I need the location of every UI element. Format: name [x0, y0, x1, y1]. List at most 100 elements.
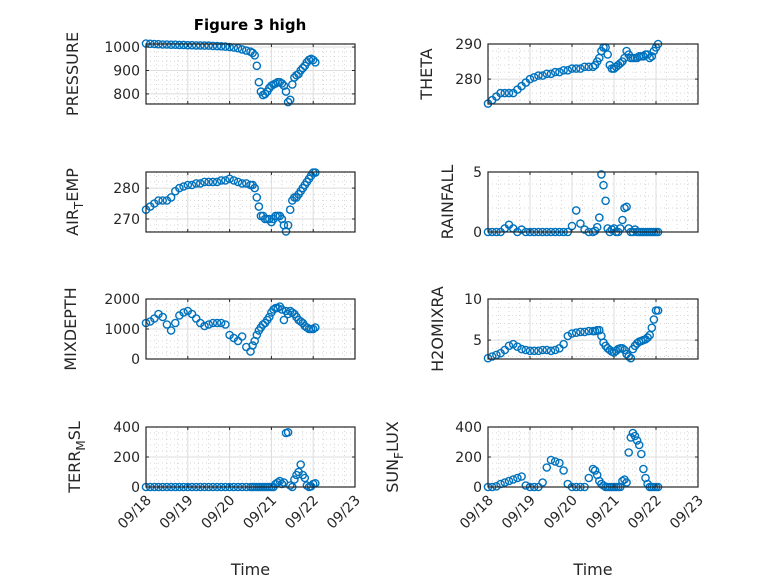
data-point: [170, 40, 180, 50]
data-point: [624, 352, 634, 361]
x-tick-label: 09/20: [199, 493, 239, 533]
data-point: [487, 352, 497, 361]
data-point: [183, 40, 193, 50]
data-point: [208, 41, 218, 51]
axes-rainfall: 0 5 RAINFALL: [438, 165, 699, 241]
data-point: [252, 330, 262, 340]
data-point: [310, 168, 320, 177]
data-point: [204, 41, 213, 50]
axes-box: [487, 298, 699, 360]
data-point: [546, 455, 556, 465]
data-point: [296, 460, 306, 469]
y-tick-label: 200: [455, 450, 482, 466]
data-point: [179, 308, 188, 317]
y-tick-label: 280: [455, 72, 482, 88]
y-tick-label: 0: [473, 225, 482, 241]
data-point: [620, 345, 629, 355]
data-point: [521, 345, 531, 355]
data-point: [534, 346, 543, 356]
data-point: [563, 331, 573, 341]
data-series: [141, 168, 320, 236]
data-point: [179, 40, 188, 50]
data-point: [237, 179, 247, 188]
data-point: [584, 326, 594, 336]
data-point: [517, 472, 526, 481]
data-point: [542, 345, 552, 355]
data-point: [618, 215, 627, 225]
data-point: [624, 448, 634, 457]
data-point: [538, 478, 547, 487]
y-axis-label: TERRMSL: [65, 421, 88, 494]
data-point: [285, 205, 295, 214]
data-point: [616, 59, 625, 68]
data-point: [546, 69, 556, 79]
data-point: [559, 339, 568, 349]
data-point: [597, 170, 606, 179]
y-tick-label: 800: [113, 87, 140, 103]
data-point: [162, 320, 172, 329]
data-point: [550, 67, 560, 77]
data-point: [529, 73, 539, 82]
data-point: [508, 475, 518, 484]
data-point: [281, 87, 291, 96]
x-tick-label: 09/22: [282, 493, 322, 533]
data-point: [529, 346, 539, 356]
data-point: [221, 176, 230, 185]
data-point: [225, 174, 234, 184]
x-tick-label: 09/23: [667, 493, 707, 533]
data-point: [221, 42, 230, 51]
data-point: [500, 88, 510, 98]
x-tick-label: 09/19: [499, 493, 539, 533]
data-point: [496, 88, 505, 98]
data-point: [513, 473, 522, 483]
data-point: [237, 45, 247, 54]
x-axis-label: Time: [572, 560, 612, 579]
data-point: [200, 177, 209, 187]
data-point: [559, 466, 568, 475]
y-tick-label: 400: [455, 420, 482, 436]
data-series: [483, 39, 663, 108]
data-point: [179, 182, 188, 191]
axes-box: [487, 171, 699, 233]
y-axis-label: H2OMIXRA: [428, 286, 447, 372]
plot-area: [488, 44, 698, 104]
data-point: [277, 79, 287, 88]
data-point: [254, 77, 264, 87]
data-point: [233, 43, 243, 53]
data-point: [590, 466, 600, 475]
data-point: [592, 222, 602, 232]
data-point: [273, 303, 283, 313]
x-tick-label: 09/20: [541, 493, 581, 533]
data-point: [166, 326, 176, 335]
data-point: [555, 458, 564, 468]
data-point: [649, 315, 659, 324]
data-point: [639, 464, 648, 474]
axes-terr-msl: 0 200 400 TERRMSL 09/18 09/19 09/20 09/21 09/22 0…: [65, 420, 364, 579]
figure-title: Figure 3 high: [194, 16, 307, 34]
data-point: [195, 179, 205, 188]
data-point: [567, 64, 577, 73]
x-tick-label: 09/19: [157, 493, 197, 533]
y-tick-label: 270: [113, 212, 140, 228]
data-point: [310, 58, 320, 67]
data-point: [595, 325, 604, 335]
data-point: [300, 473, 310, 483]
data-point: [576, 64, 585, 73]
data-series: [141, 39, 320, 107]
y-tick-label: 0: [473, 480, 482, 496]
data-point: [500, 478, 510, 487]
data-point: [525, 346, 535, 356]
data-point: [166, 40, 176, 50]
data-point: [279, 315, 289, 325]
data-point: [605, 345, 615, 355]
y-tick-label: 5: [473, 333, 482, 349]
data-point: [571, 64, 581, 73]
data-point: [492, 481, 501, 491]
x-tick-label: 09/21: [583, 493, 623, 533]
data-point: [212, 41, 222, 51]
data-point: [208, 318, 218, 328]
data-point: [626, 353, 636, 363]
data-point: [513, 342, 522, 352]
data-point: [563, 66, 573, 75]
data-point: [308, 55, 318, 65]
